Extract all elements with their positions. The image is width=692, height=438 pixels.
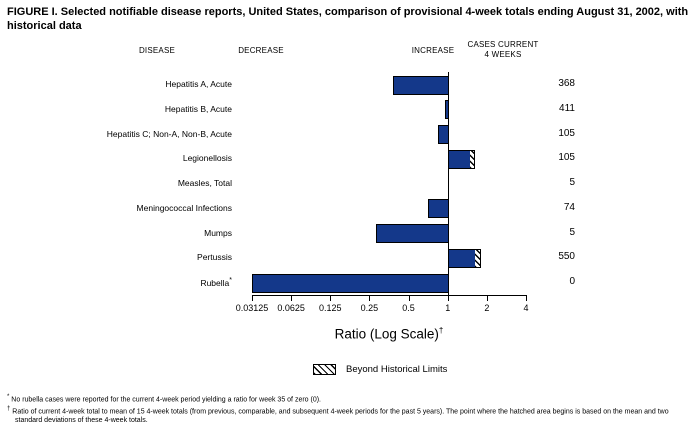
ratio-bar bbox=[437, 125, 449, 144]
footnotes: * No rubella cases were reported for the… bbox=[7, 393, 689, 425]
cases-value: 74 bbox=[563, 201, 575, 213]
ratio-bar bbox=[428, 199, 449, 219]
cases-value: 411 bbox=[559, 102, 575, 114]
x-axis-line bbox=[252, 295, 527, 296]
disease-label: Rubella* bbox=[0, 277, 232, 288]
cases-value: 368 bbox=[558, 78, 575, 89]
column-header-cases-line1: CASES CURRENT bbox=[467, 40, 539, 49]
cases-value: 105 bbox=[558, 127, 575, 139]
axis-tick bbox=[486, 295, 488, 301]
axis-tick bbox=[252, 295, 253, 301]
cases-value: 0 bbox=[569, 276, 575, 287]
disease-label-text: Measles, Total bbox=[177, 178, 232, 188]
figure-title: FIGURE I. Selected notifiable disease re… bbox=[7, 6, 689, 32]
axis-tick-label: 1 bbox=[445, 303, 451, 313]
ratio-bar bbox=[447, 248, 481, 268]
axis-tick-label: 0.03125 bbox=[235, 303, 269, 313]
disease-label-text: Pertussis bbox=[197, 252, 232, 263]
column-header-decrease: DECREASE bbox=[238, 46, 284, 55]
disease-label-text: Hepatitis B, Acute bbox=[164, 103, 232, 114]
ratio-bar bbox=[447, 149, 476, 169]
footnote-ratio: † Ratio of current 4-week total to mean … bbox=[7, 405, 689, 426]
baseline-ratio-line bbox=[447, 72, 449, 295]
column-header-disease: DISEASE bbox=[138, 46, 176, 55]
cases-value: 5 bbox=[569, 226, 575, 238]
footnote-rubella: * No rubella cases were reported for the… bbox=[7, 393, 689, 405]
disease-label: Hepatitis A, Acute bbox=[0, 79, 232, 89]
legend-label: Beyond Historical Limits bbox=[346, 364, 448, 375]
column-header-increase: INCREASE bbox=[411, 46, 455, 55]
axis-tick bbox=[447, 295, 449, 301]
beyond-limits-hatch bbox=[474, 249, 480, 267]
disease-label: Legionellosis bbox=[0, 153, 232, 163]
ratio-bar bbox=[375, 224, 449, 243]
disease-label-text: Legionellosis bbox=[182, 153, 232, 164]
disease-label-superscript: * bbox=[229, 277, 232, 284]
beyond-historical-limits-swatch bbox=[313, 364, 336, 375]
cases-value: 550 bbox=[558, 251, 575, 263]
axis-tick-label: 0.5 bbox=[402, 303, 415, 313]
axis-tick-label: 2 bbox=[484, 303, 490, 313]
footnote-dagger-text: Ratio of current 4-week total to mean of… bbox=[12, 408, 669, 424]
disease-label-text: Hepatitis A, Acute bbox=[165, 79, 232, 89]
disease-label-text: Meningococcal Infections bbox=[136, 202, 232, 213]
axis-tick bbox=[369, 295, 371, 301]
footnote-asterisk-text: No rubella cases were reported for the c… bbox=[11, 396, 322, 404]
x-axis-title: Ratio (Log Scale)† bbox=[239, 326, 539, 342]
disease-label-text: Hepatitis C; Non-A, Non-B, Acute bbox=[106, 128, 232, 139]
axis-tick-label: 0.0625 bbox=[277, 303, 305, 313]
disease-label: Meningococcal Infections bbox=[0, 203, 232, 213]
axis-tick-label: 4 bbox=[523, 303, 529, 313]
axis-tick bbox=[291, 295, 293, 301]
disease-label: Hepatitis B, Acute bbox=[0, 104, 232, 114]
disease-label-text: Mumps bbox=[204, 227, 232, 238]
cases-value: 5 bbox=[569, 177, 575, 188]
axis-tick bbox=[526, 295, 527, 301]
cases-value: 105 bbox=[558, 152, 575, 164]
column-header-cases: CASES CURRENT 4 WEEKS bbox=[443, 40, 563, 60]
axis-tick-label: 0.125 bbox=[319, 303, 342, 313]
footnote-asterisk-marker: * bbox=[7, 394, 10, 400]
x-axis-title-dagger: † bbox=[438, 326, 444, 335]
disease-label: Pertussis bbox=[0, 252, 232, 262]
disease-label: Mumps bbox=[0, 228, 232, 238]
disease-label: Measles, Total bbox=[0, 178, 232, 188]
ratio-bar bbox=[252, 273, 449, 293]
footnote-dagger-marker: † bbox=[7, 405, 11, 412]
disease-label: Hepatitis C; Non-A, Non-B, Acute bbox=[0, 129, 232, 139]
axis-tick bbox=[330, 295, 332, 301]
axis-tick-label: 0.25 bbox=[360, 303, 379, 313]
axis-tick bbox=[408, 295, 410, 301]
disease-label-text: Rubella bbox=[200, 277, 230, 288]
beyond-limits-hatch bbox=[469, 150, 475, 168]
column-header-cases-line2: 4 WEEKS bbox=[484, 50, 522, 59]
ratio-bar bbox=[444, 100, 449, 120]
x-axis-title-text: Ratio (Log Scale) bbox=[334, 326, 439, 342]
ratio-bar bbox=[393, 75, 449, 95]
